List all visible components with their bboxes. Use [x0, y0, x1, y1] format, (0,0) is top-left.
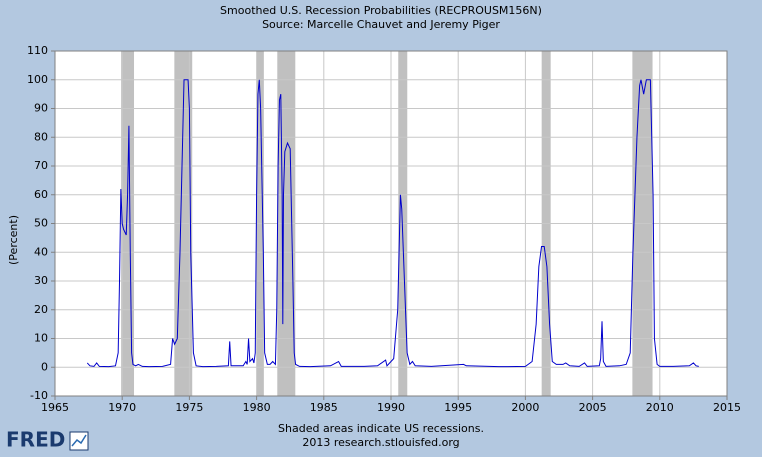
- y-tick-label: 80: [34, 130, 48, 143]
- source: 2013 research.stlouisfed.org: [302, 436, 459, 449]
- x-tick-label: 2010: [646, 401, 674, 414]
- x-tick-label: 2015: [713, 401, 741, 414]
- data-line: [86, 79, 699, 368]
- chart-title: Smoothed U.S. Recession Probabilities (R…: [220, 4, 542, 17]
- y-tick-label: -10: [30, 389, 48, 402]
- chart-subtitle: Source: Marcelle Chauvet and Jeremy Pige…: [262, 18, 500, 31]
- x-tick-label: 1970: [108, 401, 136, 414]
- logo-icon-line: [71, 434, 87, 447]
- y-axis-label: (Percent): [7, 215, 20, 265]
- x-tick-label: 1965: [41, 401, 69, 414]
- y-tick-label: 90: [34, 102, 48, 115]
- y-tick-label: 100: [27, 73, 48, 86]
- x-tick-label: 1990: [377, 401, 405, 414]
- x-tick-label: 2005: [579, 401, 607, 414]
- x-tick-label: 1975: [175, 401, 203, 414]
- x-tick-label: 1985: [310, 401, 338, 414]
- y-tick-label: 50: [34, 217, 48, 230]
- x-tick-label: 1980: [243, 401, 271, 414]
- y-tick-label: 10: [34, 332, 48, 345]
- y-tick-label: 30: [34, 274, 48, 287]
- y-tick-label: 20: [34, 303, 48, 316]
- x-tick-label: 2000: [511, 401, 539, 414]
- x-tick-label: 1995: [444, 401, 472, 414]
- y-tick-label: 60: [34, 188, 48, 201]
- y-tick-label: 40: [34, 245, 48, 258]
- footnote: Shaded areas indicate US recessions.: [278, 422, 484, 435]
- y-tick-label: 70: [34, 159, 48, 172]
- y-tick-label: 110: [27, 44, 48, 57]
- logo: FRED: [6, 428, 65, 452]
- y-tick-label: 0: [41, 360, 48, 373]
